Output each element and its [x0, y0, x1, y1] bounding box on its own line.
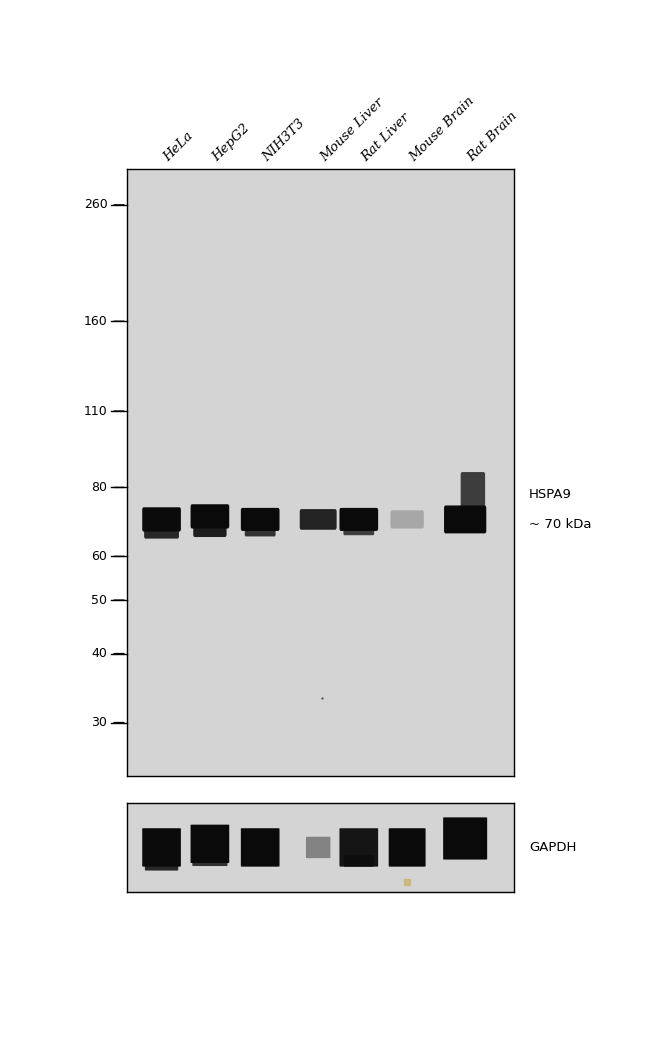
FancyBboxPatch shape	[245, 527, 276, 536]
FancyBboxPatch shape	[343, 526, 374, 535]
FancyBboxPatch shape	[190, 505, 229, 529]
FancyBboxPatch shape	[339, 828, 378, 867]
Text: Mouse Brain: Mouse Brain	[407, 94, 477, 164]
Text: 80: 80	[92, 480, 107, 494]
Text: GAPDH: GAPDH	[529, 841, 577, 854]
Text: ~ 70 kDa: ~ 70 kDa	[529, 518, 592, 531]
FancyBboxPatch shape	[241, 508, 280, 531]
FancyBboxPatch shape	[391, 510, 424, 529]
Text: 160: 160	[84, 315, 107, 327]
Text: 40: 40	[92, 647, 107, 660]
Text: HepG2: HepG2	[210, 121, 252, 164]
FancyBboxPatch shape	[241, 828, 280, 867]
FancyBboxPatch shape	[190, 825, 229, 863]
FancyBboxPatch shape	[145, 856, 178, 870]
FancyBboxPatch shape	[389, 828, 426, 867]
Text: NIH3T3: NIH3T3	[260, 116, 307, 164]
FancyBboxPatch shape	[142, 828, 181, 867]
Text: Mouse Liver: Mouse Liver	[318, 95, 387, 164]
Text: 30: 30	[92, 716, 107, 729]
FancyBboxPatch shape	[339, 508, 378, 531]
Text: HSPA9: HSPA9	[529, 488, 572, 501]
FancyBboxPatch shape	[461, 472, 485, 510]
FancyBboxPatch shape	[142, 507, 181, 531]
FancyBboxPatch shape	[300, 509, 337, 530]
Text: Rat Brain: Rat Brain	[465, 109, 520, 164]
FancyBboxPatch shape	[443, 817, 487, 860]
FancyBboxPatch shape	[144, 527, 179, 539]
Text: 260: 260	[84, 199, 107, 211]
FancyBboxPatch shape	[192, 854, 227, 866]
Text: 110: 110	[84, 404, 107, 417]
FancyBboxPatch shape	[344, 855, 374, 867]
FancyBboxPatch shape	[193, 524, 227, 538]
FancyBboxPatch shape	[461, 770, 489, 803]
Text: 60: 60	[92, 550, 107, 563]
FancyBboxPatch shape	[244, 855, 276, 866]
Text: Rat Liver: Rat Liver	[359, 110, 412, 164]
FancyBboxPatch shape	[444, 506, 486, 533]
Text: HeLa: HeLa	[162, 129, 196, 164]
Text: 50: 50	[92, 593, 107, 606]
FancyBboxPatch shape	[306, 836, 330, 859]
